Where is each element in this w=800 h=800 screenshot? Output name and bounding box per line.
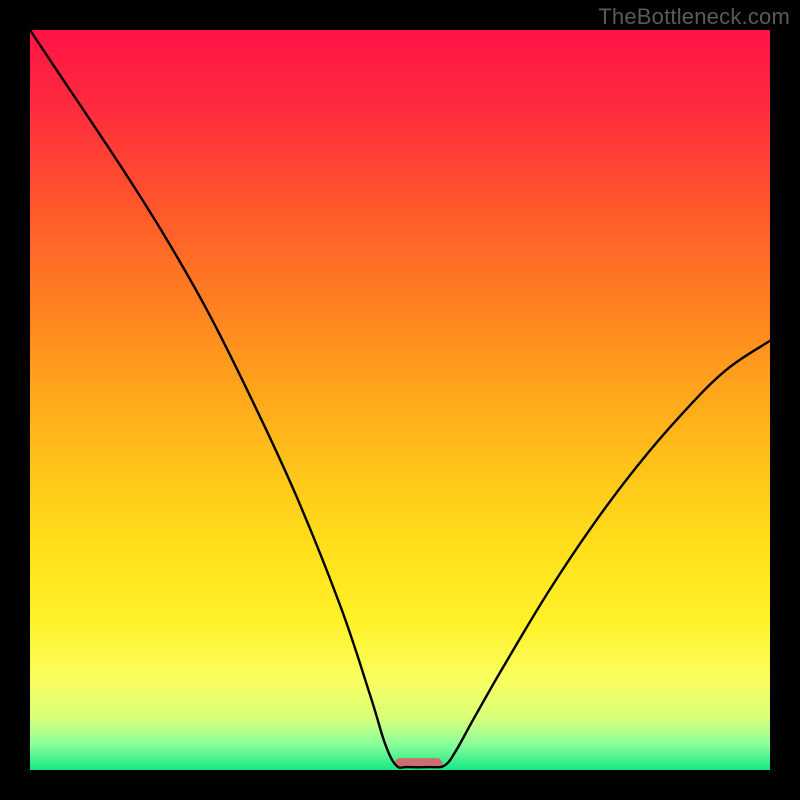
chart-container: TheBottleneck.com: [0, 0, 800, 800]
watermark-label: TheBottleneck.com: [598, 4, 790, 30]
bottleneck-chart: [0, 0, 800, 800]
